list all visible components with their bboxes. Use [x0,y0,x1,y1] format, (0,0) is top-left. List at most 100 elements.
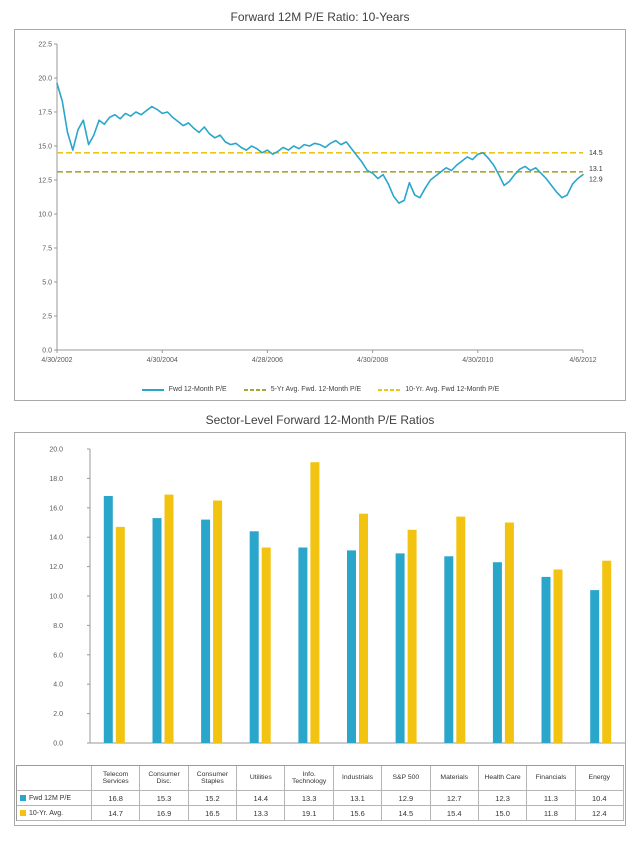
svg-text:17.5: 17.5 [38,110,52,117]
svg-text:4/6/2012: 4/6/2012 [569,357,596,364]
bar-chart-title: Sector-Level Forward 12-Month P/E Ratios [205,413,435,427]
bar [164,494,174,743]
svg-text:12.0: 12.0 [49,564,63,571]
svg-text:8.0: 8.0 [53,623,63,630]
bar [407,529,417,743]
svg-text:4/30/2010: 4/30/2010 [462,357,493,364]
value-cell: 16.9 [140,806,189,821]
svg-text:22.5: 22.5 [38,42,52,49]
value-cell: 19.1 [285,806,334,821]
category-header: Health Care [478,766,528,791]
bar [456,516,466,743]
category-header: Industrials [333,766,383,791]
svg-text:10.0: 10.0 [49,594,63,601]
svg-text:18.0: 18.0 [49,476,63,483]
legend-line-sample [378,388,401,391]
value-cell: 15.0 [478,806,528,821]
svg-text:14.5: 14.5 [589,150,603,157]
bar [115,526,125,743]
svg-text:5.0: 5.0 [42,280,52,287]
series-name: 10-Yr. Avg. [29,809,64,817]
svg-text:12.5: 12.5 [38,178,52,185]
category-header: Info. Technology [285,766,334,791]
bar [310,462,320,743]
bar [359,513,368,743]
bar [261,547,271,743]
bar [395,553,405,743]
svg-text:15.0: 15.0 [38,144,52,151]
bar-chart-plot: 0.0 2.0 4.0 6.0 8.0 10.0 12.0 14.0 16.0 18.0 20.0 [49,447,625,748]
value-cell: 15.3 [140,791,189,806]
value-cell: 15.2 [188,791,238,806]
value-cell: 13.1 [333,791,383,806]
bar-series-0 [103,496,600,743]
value-cell: 11.3 [527,791,576,806]
svg-text:16.0: 16.0 [49,505,63,512]
category-header: Utilities [237,766,286,791]
value-cell: 10.4 [575,791,624,806]
value-cell: 13.3 [285,791,334,806]
bar-series-1 [115,462,612,743]
series-name: Fwd 12M P/E [29,794,72,802]
svg-text:6.0: 6.0 [53,652,63,659]
bar [103,496,113,743]
svg-text:4/30/2004: 4/30/2004 [147,357,178,364]
category-header: Consumer Disc. [140,766,189,791]
value-cell: 13.3 [237,806,286,821]
bar [444,556,454,743]
line-chart-box: 0.0 2.5 5.0 7.5 10.0 12.5 15.0 17.5 20.0 22.5 4/30… [14,29,626,401]
bar [347,550,356,743]
svg-text:0.0: 0.0 [42,348,52,355]
legend-item: 10-Yr. Avg. Fwd 12-Month P/E [377,386,499,393]
svg-text:2.0: 2.0 [53,711,63,718]
value-cell: 12.7 [430,791,479,806]
bar [201,519,211,743]
legend-line-sample [243,388,266,391]
bar [213,500,223,743]
legend-item: Fwd 12-Month P/E [141,386,227,393]
line-axes: 0.0 2.5 5.0 7.5 10.0 12.5 15.0 17.5 20.0 22.5 4/30… [38,42,596,365]
category-header: Energy [575,766,624,791]
legend-swatch [20,795,26,801]
legend-swatch [20,810,26,816]
value-cell: 11.8 [527,806,576,821]
value-cell: 12.9 [382,791,431,806]
value-cell: 16.5 [188,806,238,821]
svg-text:10.0: 10.0 [38,212,52,219]
legend-line-sample [141,388,164,391]
fwd-pe-line-series [56,82,584,204]
bar-chart-box: 0.0 2.0 4.0 6.0 8.0 10.0 12.0 14.0 16.0 18.0 20.0 … [14,432,626,826]
legend-label: 10-Yr. Avg. Fwd 12-Month P/E [405,386,500,393]
value-cell: 14.7 [92,806,141,821]
bar [541,576,551,743]
svg-text:0.0: 0.0 [53,741,63,748]
line-chart-plot: 0.0 2.5 5.0 7.5 10.0 12.5 15.0 17.5 20.0 22.5 4/30… [38,42,603,365]
svg-text:20.0: 20.0 [38,76,52,83]
category-header: Telecom Services [92,766,141,791]
value-cell: 15.4 [430,806,479,821]
bar [492,562,502,743]
category-header: Financials [527,766,576,791]
bar [249,531,259,743]
svg-text:13.1: 13.1 [589,166,603,173]
category-header: S&P 500 [382,766,431,791]
value-cell: 14.5 [382,806,431,821]
table-corner-cell [17,766,92,791]
category-header: Materials [430,766,479,791]
svg-text:12.9: 12.9 [589,177,603,184]
bar-data-table: Telecom Services Consumer Disc. Consumer S… [16,765,624,821]
line-chart-legend: Fwd 12-Month P/E 5-Yr Avg. Fwd. 12-Month … [15,384,625,396]
bar [298,547,308,743]
legend-item: 5-Yr Avg. Fwd. 12-Month P/E [243,386,361,393]
svg-text:14.0: 14.0 [49,535,63,542]
svg-text:4.0: 4.0 [53,682,63,689]
bar [602,560,612,743]
bar [553,569,563,743]
svg-text:4/28/2006: 4/28/2006 [252,357,283,364]
series-row-label: Fwd 12M P/E [17,791,92,806]
bar-axes: 0.0 2.0 4.0 6.0 8.0 10.0 12.0 14.0 16.0 18.0 20.0 [49,447,625,748]
legend-label: Fwd 12-Month P/E [168,386,227,393]
category-header: Consumer Staples [188,766,238,791]
value-cell: 12.3 [478,791,528,806]
